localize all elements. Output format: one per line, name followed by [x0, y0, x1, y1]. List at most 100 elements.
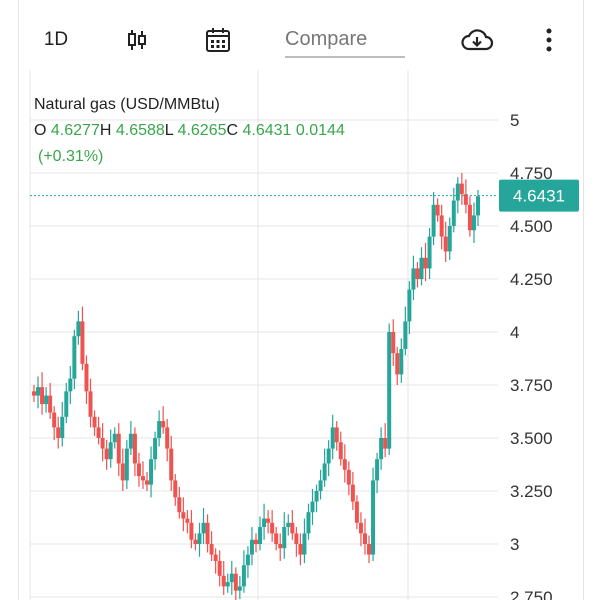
candle-body [306, 512, 311, 534]
candle-body [68, 378, 73, 392]
candle-body [455, 183, 460, 201]
change-percent: (+0.31%) [38, 148, 104, 165]
candle-body [112, 433, 117, 443]
candle-body [225, 582, 230, 587]
candle-body [237, 586, 242, 591]
candle-body [399, 348, 404, 375]
compare-button[interactable]: Compare [285, 22, 405, 58]
candle-body [132, 433, 137, 464]
candle-body [387, 332, 392, 449]
candle-body [322, 463, 327, 481]
price-badge: 4.6431 [513, 187, 565, 206]
candle-body [52, 412, 57, 428]
high-label: H [99, 122, 112, 139]
candle-body [362, 533, 367, 544]
y-tick-label: 4.750 [510, 164, 553, 183]
candle-body [60, 416, 65, 438]
candle-body [56, 427, 61, 438]
candle-body [185, 518, 190, 523]
interval-button[interactable]: 1D [43, 29, 69, 50]
y-tick-label: 3.250 [510, 482, 553, 501]
change-value: 0.0144 [295, 122, 345, 139]
candle-body [64, 391, 69, 417]
candle-body [120, 463, 125, 481]
candle-body [379, 438, 384, 460]
candle-body [290, 522, 295, 534]
candle-body [116, 433, 121, 464]
candle-body [254, 539, 258, 544]
y-tick-label: 2.750 [510, 588, 553, 600]
candle-body [201, 522, 206, 534]
candle-body [249, 539, 254, 555]
candle-body [358, 522, 363, 534]
y-tick-label: 5 [510, 111, 519, 130]
candle-body [124, 448, 129, 481]
candle-body [181, 512, 186, 519]
candle-body [471, 215, 476, 231]
low-value: 4.6265 [177, 122, 227, 139]
candle-body [350, 484, 355, 502]
candle-body [427, 236, 432, 269]
candle-body [274, 533, 279, 544]
open-value: 4.6277 [50, 122, 100, 139]
candle-body [100, 438, 105, 449]
candle-body [44, 395, 49, 405]
candle-body [463, 194, 468, 205]
candle-body [193, 539, 198, 544]
candle-body [258, 527, 263, 544]
y-tick-label: 4.500 [510, 217, 553, 236]
candle-body [205, 522, 210, 544]
candle-body [407, 289, 412, 322]
open-label: O [34, 122, 47, 139]
candle-body [136, 463, 141, 477]
cloud-download-icon[interactable] [457, 22, 497, 58]
candle-body [140, 476, 145, 481]
candle-body [213, 554, 218, 561]
candle-body [435, 204, 440, 216]
candle-body [104, 448, 109, 460]
candle-body [72, 336, 77, 379]
candle-body [108, 442, 113, 460]
candle-body [169, 448, 174, 481]
candle-body [40, 387, 45, 405]
candle-body [92, 416, 97, 428]
chart-toolbar: 1D Compare [0, 0, 600, 80]
candle-body [209, 544, 214, 555]
candle-body [278, 544, 283, 549]
candle-body [431, 204, 436, 237]
candle-body [395, 353, 400, 375]
candle-body [157, 421, 162, 438]
candle-body [189, 522, 194, 540]
candle-body [282, 527, 287, 549]
candle-body [217, 560, 222, 576]
y-tick-label: 3.500 [510, 429, 553, 448]
candle-body [443, 236, 448, 252]
candlestick-icon[interactable] [120, 22, 154, 58]
candle-body [173, 480, 178, 498]
close-label: C [226, 122, 239, 139]
candle-body [245, 554, 250, 566]
candle-body [346, 469, 351, 485]
candle-body [403, 321, 408, 349]
price-legend: Natural gas (USD/MMBtu) O 4.6277H 4.6588… [34, 92, 345, 170]
candle-body [286, 522, 291, 528]
candle-body [161, 421, 166, 428]
candle-body [153, 438, 158, 460]
y-tick-label: 4.250 [510, 270, 553, 289]
candle-body [476, 196, 480, 216]
candle-body [302, 533, 307, 555]
candle-body [76, 321, 81, 337]
calendar-icon[interactable] [200, 22, 236, 58]
candle-body [415, 268, 420, 279]
low-label: L [164, 122, 174, 139]
candle-body [419, 257, 424, 279]
candle-body [318, 480, 323, 491]
candle-body [149, 459, 154, 485]
close-value: 4.6431 [242, 122, 292, 139]
more-vert-icon[interactable] [535, 22, 563, 58]
instrument-title: Natural gas (USD/MMBtu) [34, 96, 220, 113]
price-badge-bg [499, 179, 579, 212]
candle-body [314, 491, 319, 502]
candle-body [262, 518, 267, 528]
